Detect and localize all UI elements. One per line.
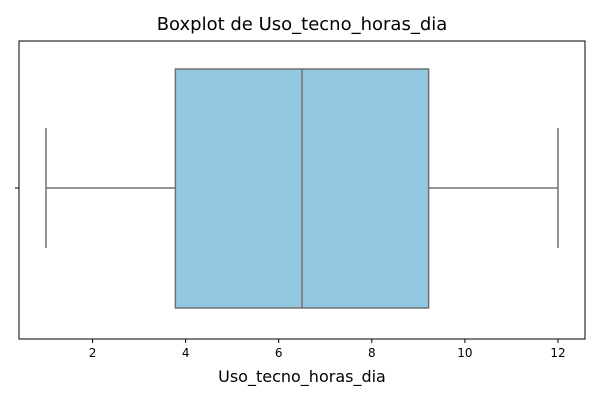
x-axis: 2 4 6 8 10 12 bbox=[15, 40, 586, 360]
plot-frame bbox=[18, 40, 586, 340]
x-tick-label: 10 bbox=[457, 346, 472, 360]
chart-title: Boxplot de Uso_tecno_horas_dia bbox=[157, 14, 448, 35]
x-axis-label: Uso_tecno_horas_dia bbox=[218, 367, 386, 387]
plot-area bbox=[45, 68, 559, 309]
x-tick-label: 2 bbox=[89, 346, 97, 360]
x-tick-label: 12 bbox=[550, 346, 565, 360]
x-tick-label: 4 bbox=[182, 346, 190, 360]
x-tick-label: 8 bbox=[368, 346, 376, 360]
x-tick-label: 6 bbox=[275, 346, 283, 360]
